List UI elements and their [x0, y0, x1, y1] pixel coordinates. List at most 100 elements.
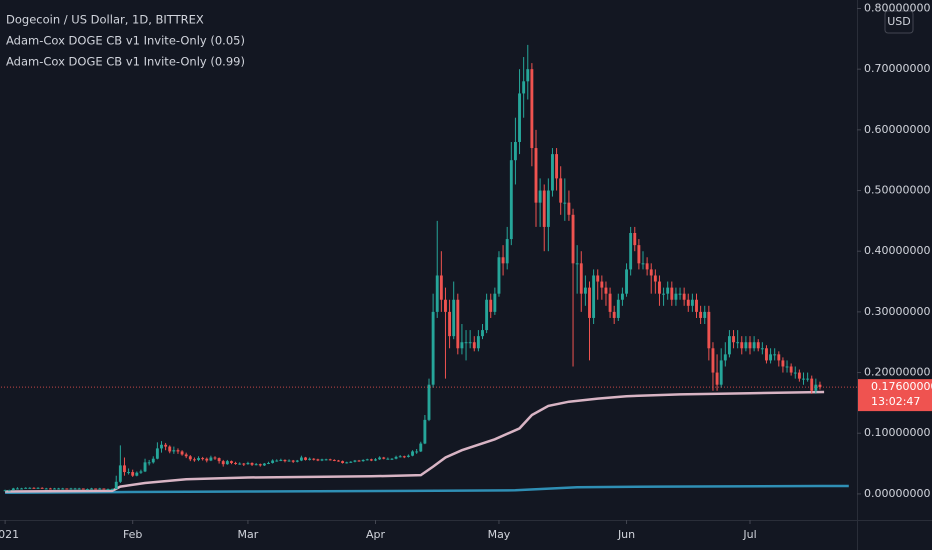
candle-body — [11, 488, 15, 491]
y-tick-label: 0.10000000 — [864, 426, 930, 439]
candle-body — [131, 472, 135, 476]
candle-body — [727, 336, 731, 355]
candle-body — [230, 461, 233, 463]
candle-body — [419, 443, 423, 452]
candle-body — [102, 488, 106, 490]
candle-body — [452, 299, 456, 337]
candle-body — [752, 342, 756, 349]
candle-body — [464, 342, 468, 344]
candle-body — [295, 460, 299, 462]
candle-body — [254, 464, 258, 466]
candle-body — [571, 214, 575, 264]
candle-body — [649, 269, 653, 276]
candle-body — [246, 462, 250, 465]
candle-body — [460, 342, 464, 349]
candle-body — [744, 342, 748, 349]
candle-body — [139, 471, 143, 473]
candle-body — [431, 311, 435, 385]
x-tick-label: 2021 — [0, 528, 19, 541]
candle-body — [818, 384, 822, 388]
indicator-legend: Adam-Cox DOGE CB v1 Invite-Only (0.05) — [6, 34, 245, 48]
candle-body — [715, 372, 719, 385]
candle-body — [773, 354, 777, 356]
candle-body — [36, 487, 40, 489]
candle-body — [563, 202, 567, 204]
currency-button[interactable] — [884, 10, 914, 34]
candle-body — [567, 202, 571, 215]
candle-body — [513, 141, 517, 161]
candle-body — [332, 459, 336, 461]
candle-body — [690, 299, 694, 306]
candle-body — [748, 342, 752, 349]
y-tick-label: 0.80000000 — [864, 1, 930, 14]
candle-body — [328, 459, 332, 461]
candle-body — [501, 257, 505, 264]
candle-body — [538, 190, 542, 203]
candle-body — [497, 257, 501, 294]
candle-body — [16, 488, 19, 490]
y-tick-label: 0.30000000 — [864, 305, 930, 318]
candle-body — [653, 275, 657, 282]
candle-body — [258, 464, 262, 466]
candle-body — [645, 263, 649, 270]
candle-body — [73, 488, 77, 490]
candle-body — [337, 460, 340, 462]
candle-body — [188, 456, 192, 460]
candle-body — [456, 299, 460, 349]
candle-body — [94, 488, 98, 490]
candle-body — [732, 336, 735, 343]
candle-body — [596, 275, 600, 282]
candle-body — [361, 459, 365, 462]
candle-body — [164, 444, 168, 447]
x-tick-label: Mar — [238, 528, 259, 541]
candle-body — [670, 287, 674, 300]
candle-body — [390, 458, 394, 460]
candle-body — [756, 342, 760, 349]
candle-body — [155, 448, 159, 459]
candle-body — [135, 472, 139, 476]
candle-body — [316, 459, 320, 461]
candle-body — [324, 459, 328, 461]
candle-body — [559, 178, 563, 203]
candle-body — [439, 275, 443, 300]
candle-body — [382, 457, 386, 459]
candle-body — [201, 458, 205, 460]
candle-body — [57, 488, 61, 490]
candle-body — [695, 299, 698, 312]
candle-body — [197, 458, 200, 460]
candle-body — [785, 366, 789, 368]
currency-label[interactable]: USD — [887, 15, 911, 28]
candle-body — [583, 287, 587, 294]
candle-body — [98, 488, 102, 490]
candle-body — [205, 458, 209, 461]
candle-body — [160, 444, 163, 449]
candle-body — [542, 190, 546, 227]
candle-body — [341, 461, 345, 463]
candle-body — [279, 459, 283, 461]
candle-body — [641, 263, 645, 265]
y-tick-label: 0.40000000 — [864, 244, 930, 257]
candle-body — [106, 489, 110, 491]
candle-body — [402, 456, 406, 458]
candle-body — [398, 456, 402, 458]
x-tick-label: Jul — [742, 528, 756, 541]
candle-body — [127, 472, 131, 474]
candle-body — [90, 488, 93, 490]
candle-body — [555, 154, 559, 179]
candle-body — [40, 487, 44, 489]
candle-body — [118, 465, 122, 482]
candle-body — [386, 458, 390, 460]
candle-body — [345, 462, 349, 464]
candle-body — [666, 287, 670, 294]
indicator-line — [5, 390, 825, 493]
candle-body — [365, 459, 369, 461]
candle-body — [378, 457, 382, 460]
candle-body — [546, 190, 550, 227]
y-tick-label: 0.60000000 — [864, 123, 930, 136]
candle-body — [448, 311, 452, 337]
candle-body — [267, 462, 270, 464]
candle-body — [357, 460, 361, 462]
candle-body — [518, 93, 521, 142]
candle-body — [740, 342, 744, 349]
